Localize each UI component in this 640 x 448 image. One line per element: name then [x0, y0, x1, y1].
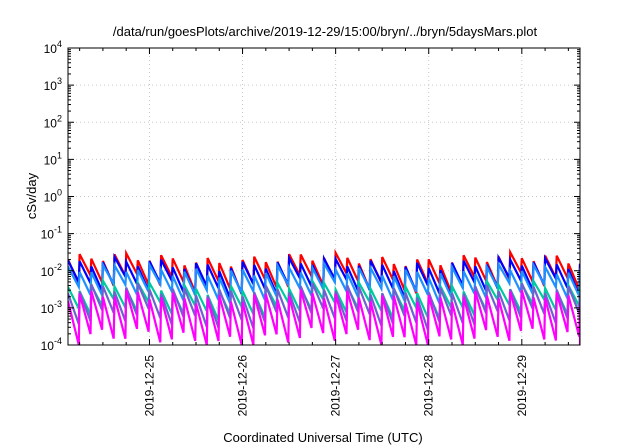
y-tick-label: 10-4 — [41, 336, 62, 353]
y-axis: 10-4 10-3 10-2 10-1 100 101 102 103 104 — [41, 39, 580, 353]
x-tick-label: 2019-12-25 — [142, 355, 156, 417]
y-tick-label: 100 — [44, 188, 62, 205]
x-axis-label: Coordinated Universal Time (UTC) — [223, 430, 422, 445]
y-axis-label: cSv/day — [24, 172, 39, 219]
series-line-5 — [68, 282, 580, 331]
series-line-4 — [68, 276, 580, 321]
x-tick-label: 2019-12-28 — [422, 355, 436, 417]
x-tick-label: 2019-12-27 — [329, 355, 343, 417]
y-tick-label: 10-1 — [41, 225, 62, 242]
y-tick-label: 10-3 — [41, 299, 62, 316]
y-tick-label: 104 — [44, 39, 62, 56]
y-tick-label: 10-2 — [41, 262, 62, 279]
series-line-6 — [68, 289, 580, 345]
y-tick-label: 101 — [44, 150, 62, 167]
y-tick-label: 103 — [44, 76, 62, 93]
x-tick-label: 2019-12-26 — [236, 355, 250, 417]
x-axis: 2019-12-25 2019-12-26 2019-12-27 2019-12-28… — [79, 48, 569, 417]
x-tick-label: 2019-12-29 — [515, 355, 529, 417]
y-tick-label: 102 — [44, 113, 62, 130]
series-line-3 — [68, 259, 580, 304]
series-group — [68, 248, 580, 345]
chart-title: /data/run/goesPlots/archive/2019-12-29/1… — [113, 24, 538, 39]
